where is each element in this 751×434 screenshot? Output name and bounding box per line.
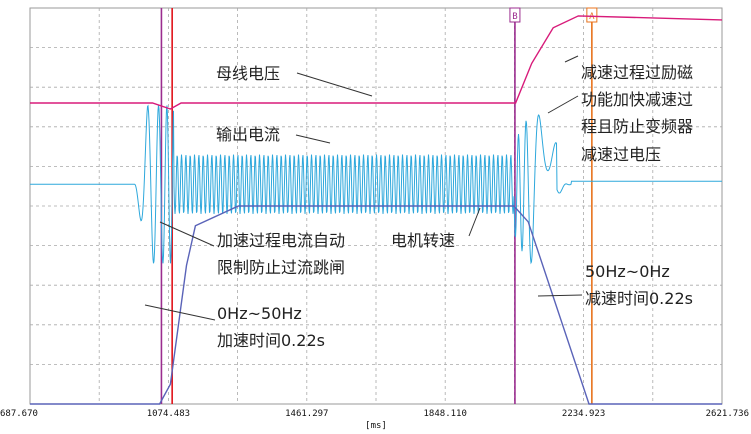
x-ticks: 687.670 1074.483 1461.297 1848.110 2234.923 2… xyxy=(0,409,749,419)
x-tick-label: 2234.923 xyxy=(562,409,605,419)
label-accel-limit-2: 限制防止过流跳闸 xyxy=(217,258,345,277)
label-decel-over-4: 减速过电压 xyxy=(581,145,661,164)
cursor-tag-label: B xyxy=(512,12,517,22)
label-decel-time: 减速时间0.22s xyxy=(585,289,693,308)
label-motor-speed: 电机转速 xyxy=(391,231,455,250)
cursor-tag[interactable] xyxy=(509,7,521,23)
x-tick-label: 687.670 xyxy=(0,409,38,419)
label-decel-over-2: 功能加快减速过 xyxy=(581,90,693,109)
label-decel-range: 50Hz~0Hz xyxy=(585,262,670,281)
cursor-tag-label: A xyxy=(589,12,595,22)
x-tick-label: 1848.110 xyxy=(424,409,467,419)
x-tick-label: 1461.297 xyxy=(285,409,328,419)
series-bus-voltage xyxy=(30,15,723,110)
cursor-tag[interactable] xyxy=(586,7,598,23)
series-motor-speed xyxy=(30,205,722,405)
x-axis-label: [ms] xyxy=(365,421,387,431)
label-accel-limit-1: 加速过程电流自动 xyxy=(217,231,345,250)
label-accel-time: 加速时间0.22s xyxy=(217,331,325,350)
label-bus-voltage: 母线电压 xyxy=(216,64,280,83)
x-tick-label: 2621.736 xyxy=(706,409,749,419)
traces xyxy=(30,15,723,405)
label-decel-over-3: 程且防止变频器 xyxy=(581,117,693,136)
label-decel-over-1: 减速过程过励磁 xyxy=(581,63,693,82)
series-output-current xyxy=(30,104,722,265)
label-output-current: 输出电流 xyxy=(216,125,280,144)
x-tick-label: 1074.483 xyxy=(147,409,190,419)
leader-lines xyxy=(144,55,583,321)
label-accel-range: 0Hz~50Hz xyxy=(217,304,302,323)
